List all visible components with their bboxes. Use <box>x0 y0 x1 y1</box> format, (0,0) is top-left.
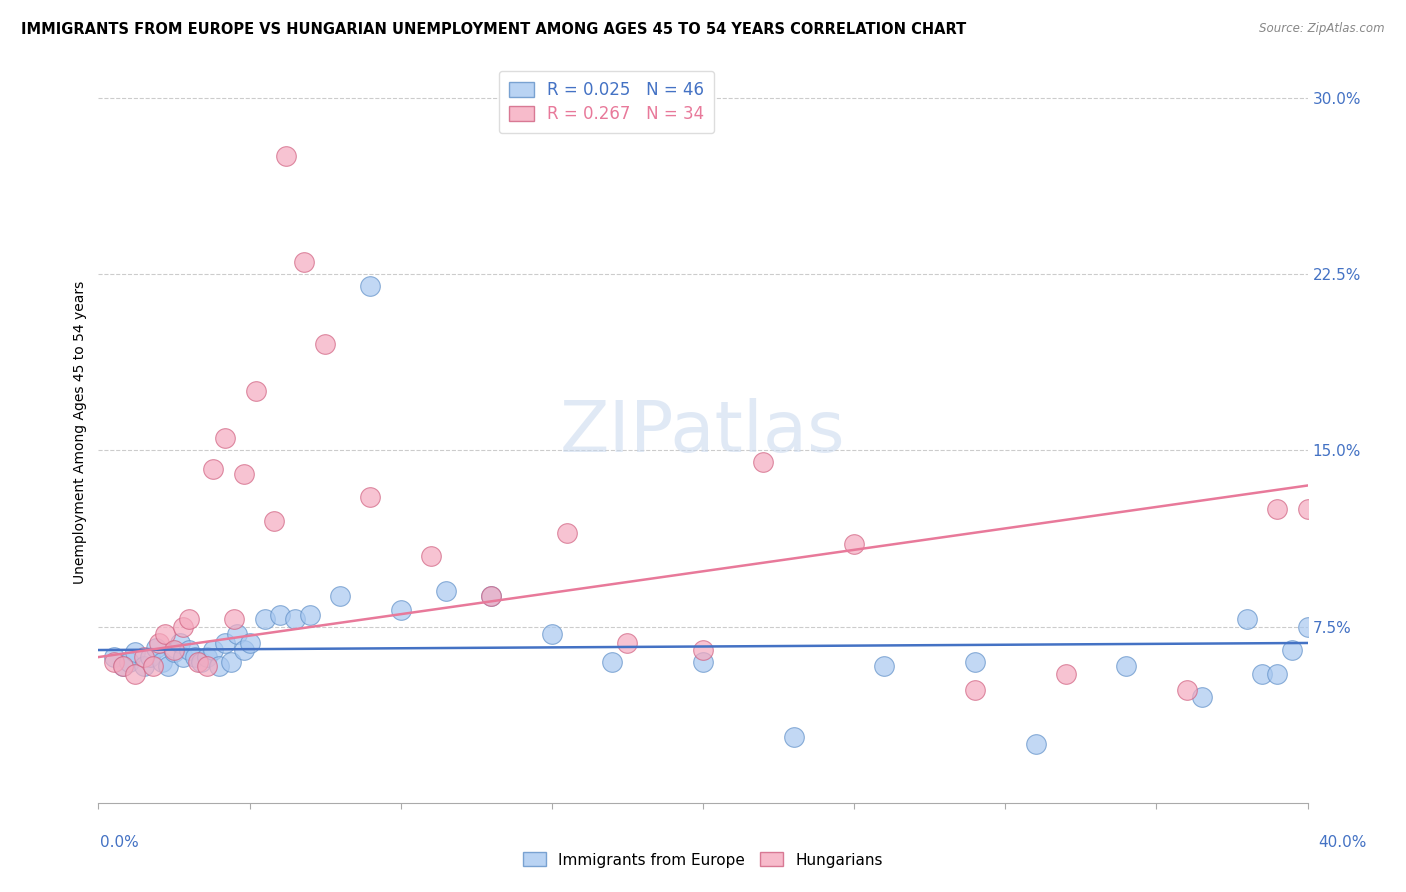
Point <box>163 643 186 657</box>
Text: Source: ZipAtlas.com: Source: ZipAtlas.com <box>1260 22 1385 36</box>
Point <box>118 655 141 669</box>
Point <box>132 659 155 673</box>
Point <box>314 337 336 351</box>
Point <box>184 650 207 665</box>
Point <box>752 455 775 469</box>
Point <box>1191 690 1213 704</box>
Point <box>145 640 167 655</box>
Point <box>124 666 146 681</box>
Point <box>1267 502 1289 516</box>
Point <box>156 659 179 673</box>
Point <box>481 589 503 603</box>
Point <box>1115 659 1137 673</box>
Point <box>873 659 896 673</box>
Point <box>150 655 173 669</box>
Point <box>284 612 307 626</box>
Point <box>274 149 297 163</box>
Point <box>163 645 186 659</box>
Point <box>1267 666 1289 681</box>
Point <box>172 650 194 665</box>
Point <box>214 636 236 650</box>
Point <box>434 584 457 599</box>
Point <box>221 655 243 669</box>
Point <box>208 659 231 673</box>
Text: ZIPatlas: ZIPatlas <box>560 398 846 467</box>
Point <box>214 432 236 446</box>
Point <box>253 612 276 626</box>
Point <box>481 589 503 603</box>
Point <box>1054 666 1077 681</box>
Point <box>292 255 315 269</box>
Point <box>1175 683 1198 698</box>
Point <box>169 636 191 650</box>
Y-axis label: Unemployment Among Ages 45 to 54 years: Unemployment Among Ages 45 to 54 years <box>73 281 87 584</box>
Text: 40.0%: 40.0% <box>1319 836 1367 850</box>
Point <box>616 636 638 650</box>
Point <box>179 612 201 626</box>
Point <box>202 643 225 657</box>
Point <box>965 683 987 698</box>
Point <box>232 467 254 481</box>
Point <box>965 655 987 669</box>
Point <box>103 655 125 669</box>
Point <box>1296 502 1319 516</box>
Point <box>239 636 262 650</box>
Point <box>269 607 291 622</box>
Point <box>153 626 176 640</box>
Point <box>1281 643 1303 657</box>
Point <box>389 603 412 617</box>
Point <box>226 626 249 640</box>
Point <box>232 643 254 657</box>
Point <box>1296 619 1319 633</box>
Point <box>142 659 165 673</box>
Point <box>299 607 322 622</box>
Point <box>783 730 806 744</box>
Point <box>148 636 170 650</box>
Point <box>190 655 212 669</box>
Point <box>195 650 218 665</box>
Point <box>1251 666 1274 681</box>
Point <box>195 659 218 673</box>
Point <box>602 655 624 669</box>
Point <box>103 650 125 665</box>
Point <box>1024 737 1046 751</box>
Text: IMMIGRANTS FROM EUROPE VS HUNGARIAN UNEMPLOYMENT AMONG AGES 45 TO 54 YEARS CORRE: IMMIGRANTS FROM EUROPE VS HUNGARIAN UNEM… <box>21 22 966 37</box>
Point <box>245 384 267 399</box>
Point <box>692 655 714 669</box>
Point <box>540 626 562 640</box>
Point <box>360 490 382 504</box>
Point <box>111 659 134 673</box>
Point <box>263 514 285 528</box>
Point <box>179 643 201 657</box>
Point <box>224 612 246 626</box>
Point <box>555 525 578 540</box>
Point <box>844 537 866 551</box>
Point <box>132 650 155 665</box>
Point <box>124 645 146 659</box>
Point <box>172 619 194 633</box>
Point <box>1236 612 1258 626</box>
Point <box>360 278 382 293</box>
Point <box>329 589 352 603</box>
Legend: R = 0.025   N = 46, R = 0.267   N = 34: R = 0.025 N = 46, R = 0.267 N = 34 <box>499 70 714 134</box>
Legend: Immigrants from Europe, Hungarians: Immigrants from Europe, Hungarians <box>517 847 889 873</box>
Point <box>139 650 162 665</box>
Point <box>111 659 134 673</box>
Point <box>202 462 225 476</box>
Point <box>692 643 714 657</box>
Text: 0.0%: 0.0% <box>100 836 139 850</box>
Point <box>420 549 443 563</box>
Point <box>187 655 209 669</box>
